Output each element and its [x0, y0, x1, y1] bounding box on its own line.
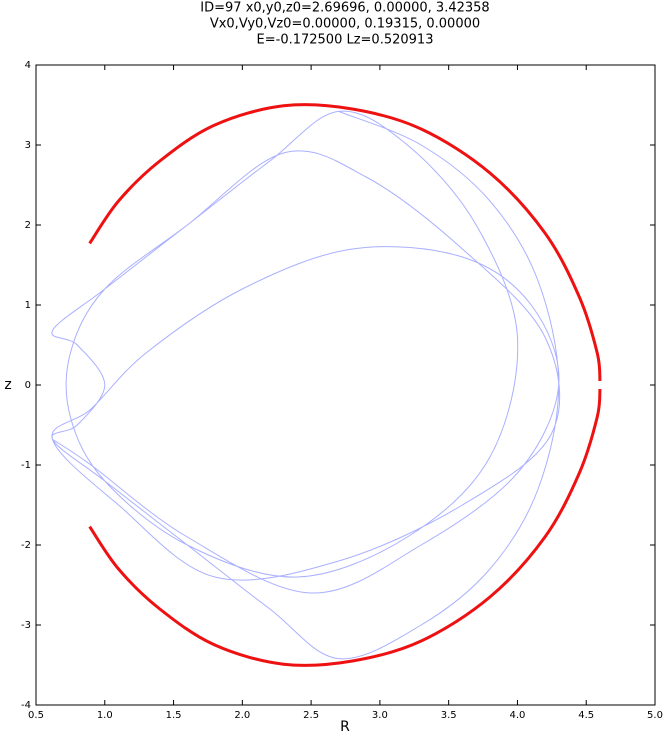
plot-frame: [35, 64, 656, 706]
x-axis-label: R: [340, 719, 350, 735]
y-tick-label: 2: [25, 220, 31, 231]
x-tick-label: 3.5: [441, 710, 457, 721]
x-tick-label: 4.0: [509, 710, 525, 721]
x-tick-label: 4.5: [578, 710, 594, 721]
title-line: ID=97 x0,y0,z0=2.69696, 0.00000, 3.42358: [200, 1, 489, 16]
zero-velocity-curve: [88, 388, 602, 667]
y-tick-label: -3: [21, 620, 31, 631]
orbit-line: [51, 110, 561, 660]
x-tick-label: 3.0: [372, 710, 388, 721]
x-tick-label: 1.0: [97, 710, 113, 721]
y-tick-label: 1: [25, 300, 31, 311]
x-tick-label: 2.0: [234, 710, 250, 721]
y-tick-label: -2: [21, 540, 31, 551]
y-tick-label: 0: [25, 380, 31, 391]
y-axis-label: z: [4, 377, 11, 393]
x-tick-label: 5.0: [647, 710, 663, 721]
y-tick-label: -4: [21, 700, 31, 711]
title-line: Vx0,Vy0,Vz0=0.00000, 0.19315, 0.00000: [210, 17, 480, 32]
title-line: E=-0.172500 Lz=0.520913: [257, 33, 434, 48]
y-tick-label: -1: [21, 460, 31, 471]
y-tick-label: 3: [25, 140, 31, 151]
y-tick-label: 4: [25, 60, 31, 71]
zero-velocity-curve: [88, 103, 602, 382]
x-tick-label: 1.5: [166, 710, 182, 721]
x-tick-label: 2.5: [303, 710, 319, 721]
x-tick-label: 0.5: [28, 710, 44, 721]
